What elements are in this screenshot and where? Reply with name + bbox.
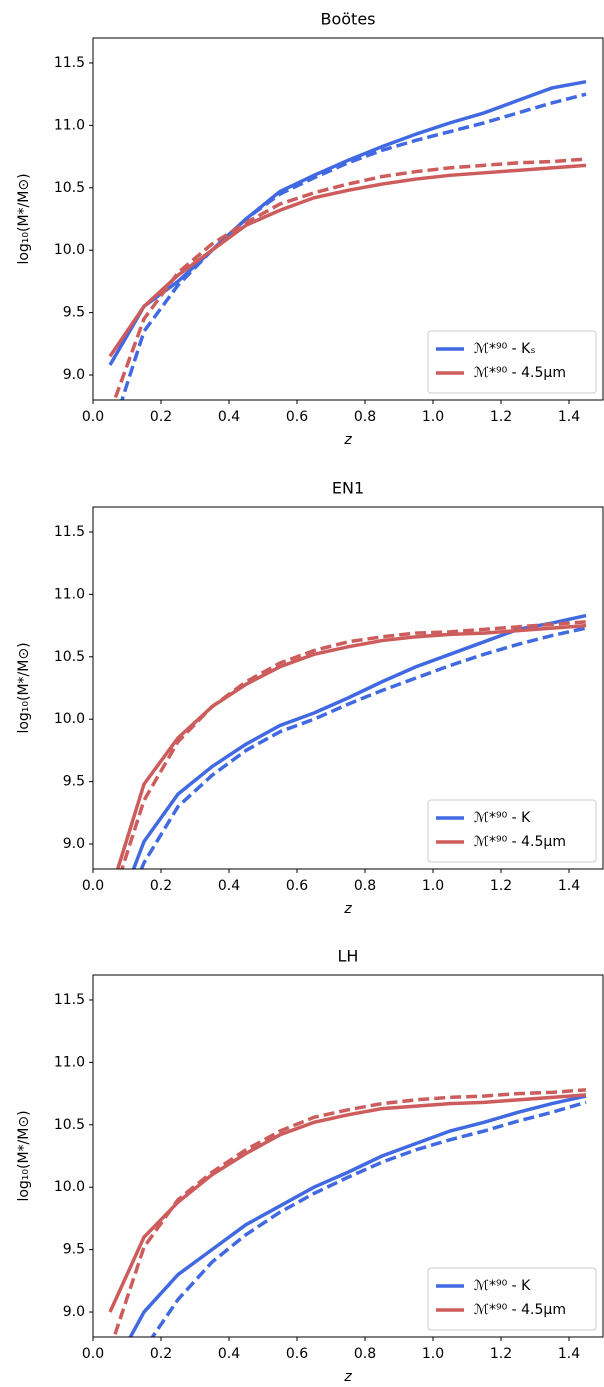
y-tick-label: 11.5 bbox=[54, 524, 85, 540]
x-tick-label: 0.6 bbox=[286, 878, 308, 894]
x-tick-label: 0.4 bbox=[218, 878, 240, 894]
y-tick-label: 11.0 bbox=[54, 586, 85, 602]
y-tick-label: 10.5 bbox=[54, 180, 85, 196]
x-axis-label: z bbox=[343, 1369, 352, 1385]
legend-box bbox=[427, 799, 597, 863]
y-tick-label: 9.0 bbox=[63, 367, 85, 383]
x-tick-label: 1.0 bbox=[422, 878, 444, 894]
x-tick-label: 1.4 bbox=[558, 878, 580, 894]
y-tick-label: 11.0 bbox=[54, 117, 85, 133]
y-axis-label: log₁₀(M*/M⊙) bbox=[16, 173, 32, 264]
y-tick-label: 10.5 bbox=[54, 649, 85, 665]
x-axis-label: z bbox=[343, 432, 352, 448]
legend-label: ℳ*⁹⁰ - K bbox=[474, 1278, 531, 1294]
axes-frame bbox=[92, 506, 604, 870]
series-line bbox=[112, 1088, 587, 1337]
legend-label: ℳ*⁹⁰ - 4.5μm bbox=[474, 1302, 566, 1318]
x-tick-label: 1.0 bbox=[422, 409, 444, 425]
x-tick-label: 1.0 bbox=[422, 1346, 444, 1362]
x-tick-label: 0.0 bbox=[82, 878, 104, 894]
y-tick-label: 10.0 bbox=[54, 1179, 85, 1195]
x-tick-label: 1.2 bbox=[490, 878, 512, 894]
y-tick-label: 9.5 bbox=[63, 774, 85, 790]
x-tick-label: 0.8 bbox=[354, 878, 376, 894]
series-line bbox=[120, 92, 587, 400]
series-line bbox=[150, 1100, 587, 1337]
series-line bbox=[108, 1093, 587, 1313]
y-axis-label: log₁₀(M*/M⊙) bbox=[16, 1110, 32, 1201]
y-tick-label: 9.5 bbox=[63, 305, 85, 321]
y-tick-label: 9.0 bbox=[63, 1304, 85, 1320]
series-line bbox=[131, 613, 587, 869]
x-tick-label: 0.4 bbox=[218, 409, 240, 425]
panel: Boötes 0.0 0.2 0.4 0.6 0.8 1.0 1.2 1.4 9.0 9.5 10.0… bbox=[16, 10, 604, 448]
x-tick-label: 0.2 bbox=[150, 878, 172, 894]
x-tick-label: 1.2 bbox=[490, 409, 512, 425]
y-tick-label: 10.0 bbox=[54, 242, 85, 258]
series-line bbox=[108, 163, 587, 358]
title: LH bbox=[338, 947, 359, 966]
y-tick-label: 9.0 bbox=[63, 836, 85, 852]
x-tick-label: 0.8 bbox=[354, 409, 376, 425]
legend-label: ℳ*⁹⁰ - 4.5μm bbox=[474, 834, 566, 850]
x-tick-label: 0.2 bbox=[150, 1346, 172, 1362]
y-tick-label: 11.5 bbox=[54, 992, 85, 1008]
x-tick-label: 1.4 bbox=[558, 1346, 580, 1362]
x-tick-label: 0.0 bbox=[82, 1346, 104, 1362]
title: EN1 bbox=[332, 479, 364, 498]
x-tick-label: 0.6 bbox=[286, 409, 308, 425]
y-tick-label: 10.0 bbox=[54, 711, 85, 727]
legend-label: ℳ*⁹⁰ - K bbox=[474, 810, 531, 826]
x-tick-label: 1.2 bbox=[490, 1346, 512, 1362]
axes-frame bbox=[92, 37, 604, 401]
y-tick-label: 10.5 bbox=[54, 1117, 85, 1133]
x-tick-label: 1.4 bbox=[558, 409, 580, 425]
legend-label: ℳ*⁹⁰ - 4.5μm bbox=[474, 365, 566, 381]
legend-box bbox=[427, 330, 597, 394]
y-tick-label: 11.0 bbox=[54, 1054, 85, 1070]
y-tick-label: 11.5 bbox=[54, 55, 85, 71]
x-tick-label: 0.6 bbox=[286, 1346, 308, 1362]
y-tick-label: 9.5 bbox=[63, 1242, 85, 1258]
title: Boötes bbox=[320, 10, 375, 29]
axes-frame bbox=[92, 974, 604, 1338]
legend-box bbox=[427, 1267, 597, 1331]
x-axis-label: z bbox=[343, 901, 352, 917]
panel: LH 0.0 0.2 0.4 0.6 0.8 1.0 1.2 1.4 9.0 9.5 10.0 10.5… bbox=[16, 947, 604, 1385]
panel: EN1 0.0 0.2 0.4 0.6 0.8 1.0 1.2 1.4 9.0 9.5 10.0 10.… bbox=[16, 479, 604, 917]
x-tick-label: 0.0 bbox=[82, 409, 104, 425]
legend-label: ℳ*⁹⁰ - Kₛ bbox=[474, 341, 536, 357]
y-axis-label: log₁₀(M*/M⊙) bbox=[16, 642, 32, 733]
x-tick-label: 0.2 bbox=[150, 409, 172, 425]
series-line bbox=[120, 620, 587, 869]
x-tick-label: 0.4 bbox=[218, 1346, 240, 1362]
series-line bbox=[139, 626, 587, 869]
series-line bbox=[128, 1094, 587, 1337]
x-tick-label: 0.8 bbox=[354, 1346, 376, 1362]
